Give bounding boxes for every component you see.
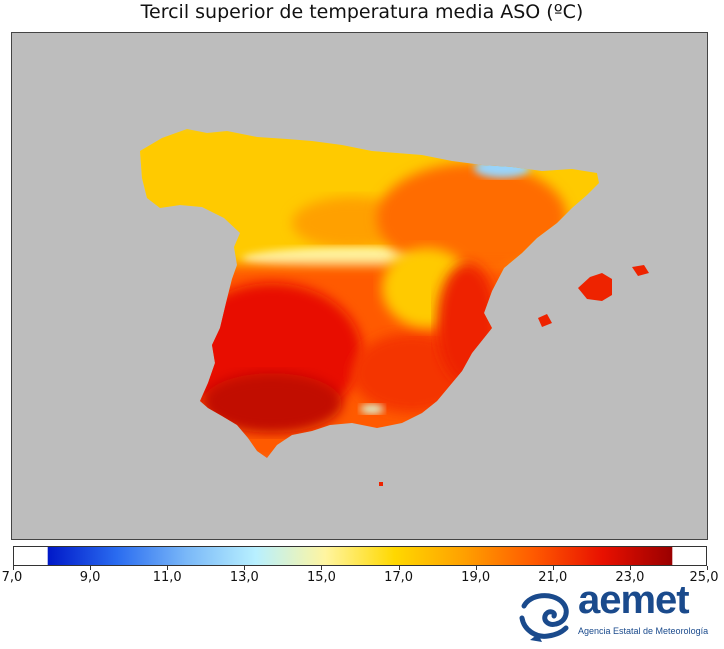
colorbar-tick — [13, 566, 14, 570]
aemet-logo[interactable]: aemet Agencia Estatal de Meteorología — [516, 578, 721, 646]
colorbar-tick-label: 13,0 — [229, 570, 259, 585]
colorbar-tick — [90, 566, 92, 570]
colorbar — [13, 546, 707, 566]
colorbar-tick — [629, 566, 631, 570]
colorbar-tick-label: 19,0 — [461, 570, 491, 585]
colorbar-tick — [552, 566, 554, 570]
colorbar-tick-label: 17,0 — [384, 570, 414, 585]
island-mallorca — [578, 273, 612, 301]
colorbar-tick — [167, 566, 169, 570]
temperature-region-mediterranean-coast-red — [437, 263, 497, 383]
colorbar-tick-label: 15,0 — [306, 570, 336, 585]
colorbar-tick-label: 7,0 — [1, 570, 23, 585]
colorbar-gradient — [47, 547, 673, 565]
colorbar-tick — [707, 566, 708, 570]
colorbar-tick-label: 9,0 — [79, 570, 101, 585]
island-alboran — [379, 482, 383, 486]
colorbar-tick-label: 21,0 — [538, 570, 568, 585]
colorbar-tick — [244, 566, 246, 570]
temperature-map — [140, 129, 649, 486]
colorbar-tick — [398, 566, 400, 570]
map-panel — [11, 32, 708, 540]
aemet-swirl-icon — [519, 593, 569, 642]
colorbar-tick — [475, 566, 477, 570]
colorbar-tick-label: 23,0 — [615, 570, 645, 585]
temperature-region-pyrenees-cool — [474, 158, 530, 178]
temperature-region-sierra-nevada-cool — [360, 404, 384, 414]
map-title: Tercil superior de temperatura media ASO… — [140, 1, 584, 23]
logo-subtitle: Agencia Estatal de Meteorología — [578, 626, 709, 636]
temperature-region-ebro-valley-orange — [377, 163, 567, 273]
island-menorca — [632, 265, 649, 276]
temperature-region-guadalquivir-dark — [202, 373, 342, 433]
colorbar-tick-label: 11,0 — [152, 570, 182, 585]
island-ibiza — [538, 314, 552, 327]
colorbar-tick-label: 25,0 — [689, 570, 719, 585]
logo-name: aemet — [578, 578, 690, 622]
colorbar-tick — [321, 566, 323, 570]
colorbar-ticks: 7,0 9,0 11,0 13,0 15,0 17,0 19,0 21,0 23,0 25,0 — [0, 566, 724, 590]
